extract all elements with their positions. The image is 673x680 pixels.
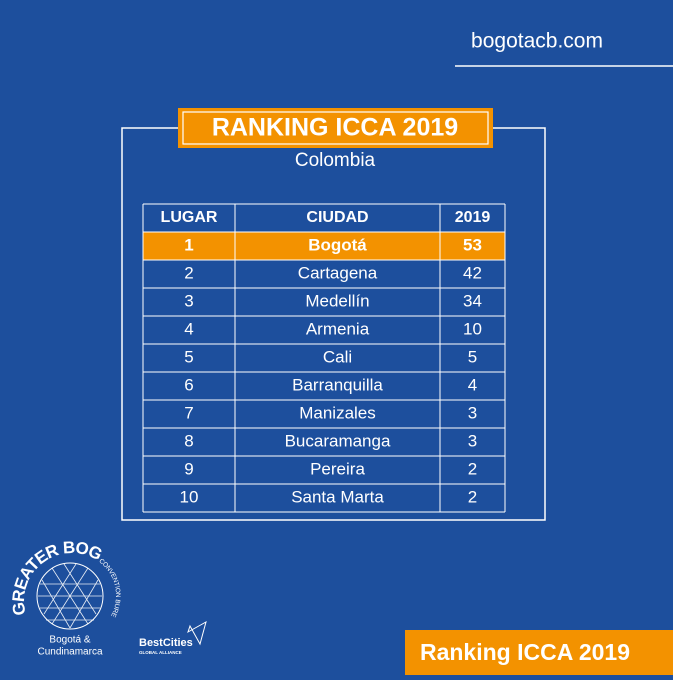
partner-name: BestCities [139,637,193,649]
logo-region-1: Bogotá & [49,635,90,646]
table-cell: 5 [184,347,193,366]
footer-label: Ranking ICCA 2019 [420,639,630,665]
table-cell: 9 [184,459,193,478]
title: RANKING ICCA 2019 [212,114,458,142]
title-banner [178,108,493,148]
table-cell: 3 [468,431,477,450]
table-cell: 4 [184,319,193,338]
table-cell: Armenia [306,319,370,338]
table-cell: 8 [184,431,193,450]
partner-icon [187,620,207,646]
table-cell: 2 [468,459,477,478]
logo-region-2: Cundinamarca [37,647,102,658]
table-cell: 7 [184,403,193,422]
header-cell: CIUDAD [306,209,368,226]
table-cell: 2 [184,263,193,282]
table-cell: Barranquilla [292,375,383,394]
table-cell: 3 [184,291,193,310]
highlight-row [143,232,505,260]
title-banner-border [182,111,489,145]
table-cell: 4 [468,375,477,394]
table-cell: 1 [184,235,193,254]
table-cell: 42 [463,263,482,282]
partner-tagline: GLOBAL ALLIANCE [139,650,182,655]
footer-box [405,630,673,675]
table-cell: Santa Marta [291,487,384,506]
logo-globe [36,562,104,630]
table-cell: Cali [323,347,352,366]
table-cell: Pereira [310,459,365,478]
table-cell: 2 [468,487,477,506]
table-cell: 6 [184,375,193,394]
table-cell: Bucaramanga [285,431,391,450]
header-cell: 2019 [455,209,491,226]
partner-logo: BestCities GLOBAL ALLIANCE [139,620,207,655]
logo-pattern [38,563,102,629]
table-cell: 34 [463,291,482,310]
table-cell: Manizales [299,403,376,422]
site-url: bogotacb.com [471,30,603,53]
subtitle: Colombia [295,150,376,171]
table-cell: Medellín [305,291,369,310]
table-cell: 10 [180,487,199,506]
table-cell: 53 [463,235,482,254]
table-cell: 5 [468,347,477,366]
header-cell: LUGAR [161,209,218,226]
table-cell: Cartagena [298,263,378,282]
table-cell: 10 [463,319,482,338]
table-cell: Bogotá [308,235,367,254]
table-cell: 3 [468,403,477,422]
